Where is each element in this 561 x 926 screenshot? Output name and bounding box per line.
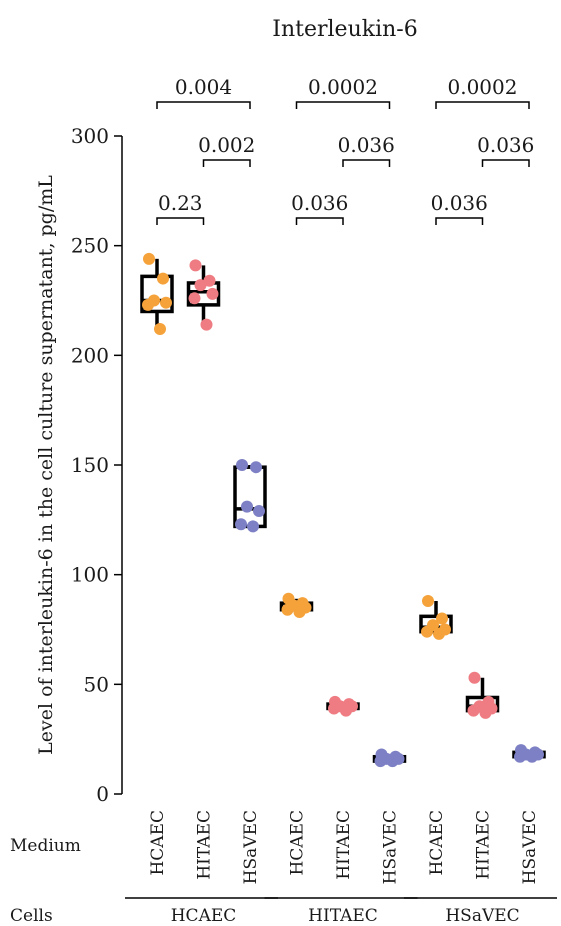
- y-tick-label-150: 150: [71, 453, 109, 477]
- point-1-4: [188, 292, 201, 305]
- cells-group-label-1: HITAEC: [308, 906, 378, 926]
- point-1-3: [206, 287, 219, 300]
- point-2-0: [236, 459, 248, 471]
- p-value-0: 0.004: [175, 75, 232, 99]
- medium-label-5: HSaVEC: [381, 810, 401, 884]
- point-2-1: [250, 461, 262, 474]
- point-7-5: [479, 706, 492, 719]
- chart-title: Interleukin-6: [272, 17, 417, 42]
- box-0: [140, 274, 174, 314]
- point-1-5: [200, 318, 213, 331]
- box-2: [233, 465, 267, 529]
- bracket-2: [156, 217, 205, 225]
- x-axis-labels: HCAEC HITAEC HSaVEC HCAEC HITAEC HSaVEC HCAEC H…: [148, 810, 540, 884]
- point-6-4: [421, 625, 433, 638]
- cells-row-label: Cells: [10, 906, 53, 926]
- medium-label-0: HCAEC: [148, 810, 168, 876]
- p-value-3: 0.0002: [308, 75, 378, 99]
- point-4-4: [328, 702, 340, 715]
- p-value-7: 0.036: [477, 133, 534, 157]
- bracket-6: [435, 101, 530, 109]
- point-8-5: [526, 750, 538, 763]
- medium-row-label: Medium: [10, 836, 81, 856]
- point-4-5: [340, 704, 352, 717]
- medium-label-1: HITAEC: [195, 810, 215, 880]
- p-value-4: 0.036: [338, 133, 395, 157]
- point-3-5: [293, 605, 306, 618]
- p-value-1: 0.002: [198, 133, 255, 157]
- point-3-4: [281, 603, 294, 616]
- point-2-2: [241, 500, 253, 513]
- point-2-5: [247, 520, 259, 533]
- point-7-0: [468, 671, 481, 684]
- bracket-1: [202, 159, 251, 167]
- boxes: [140, 258, 546, 763]
- y-axis-label: Level of interleukin-6 in the cell cultu…: [35, 175, 57, 755]
- point-2-4: [235, 518, 247, 531]
- bracket-7: [481, 159, 530, 167]
- point-0-0: [143, 252, 155, 265]
- point-6-0: [422, 594, 434, 607]
- point-6-5: [433, 627, 445, 640]
- bracket-5: [295, 217, 344, 225]
- point-8-4: [514, 750, 526, 763]
- medium-label-4: HITAEC: [334, 810, 354, 880]
- data-points: [142, 252, 544, 768]
- y-axis: 0 50 100 150 200 250 300: [71, 124, 123, 806]
- p-value-6: 0.0002: [448, 75, 518, 99]
- point-1-1: [203, 274, 216, 287]
- point-0-4: [142, 298, 154, 311]
- y-tick-label-300: 300: [71, 124, 109, 148]
- medium-label-2: HSaVEC: [241, 810, 261, 884]
- cells-group-label-2: HSaVEC: [445, 906, 519, 926]
- y-tick-label-50: 50: [84, 672, 109, 696]
- cells-group-label-0: HCAEC: [171, 906, 237, 926]
- point-0-3: [160, 296, 172, 309]
- p-value-8: 0.036: [431, 191, 488, 215]
- bracket-4: [342, 159, 391, 167]
- point-5-4: [374, 755, 387, 768]
- point-1-0: [189, 259, 202, 272]
- p-value-5: 0.036: [291, 191, 348, 215]
- bracket-3: [295, 101, 391, 109]
- y-tick-label-0: 0: [96, 782, 109, 806]
- cell-groups: HCAEC HITAEC HSaVEC: [125, 897, 557, 926]
- medium-label-6: HCAEC: [427, 810, 447, 876]
- y-tick-label-200: 200: [71, 343, 109, 367]
- point-1-2: [194, 279, 207, 292]
- bracket-8: [435, 217, 484, 225]
- point-0-1: [157, 272, 169, 285]
- medium-label-7: HITAEC: [474, 810, 494, 880]
- point-7-4: [467, 704, 480, 717]
- significance-brackets: 0.004 0.002 0.23 0.0002 0.036 0.036 0.0002 0.03…: [156, 75, 534, 225]
- point-6-1: [436, 612, 448, 625]
- y-tick-label-250: 250: [71, 234, 109, 258]
- medium-label-8: HSaVEC: [520, 810, 540, 884]
- y-tick-label-100: 100: [71, 563, 109, 587]
- point-0-5: [154, 323, 166, 336]
- bracket-0: [156, 101, 251, 109]
- point-5-5: [386, 755, 399, 768]
- p-value-2: 0.23: [158, 191, 203, 215]
- medium-label-3: HCAEC: [288, 810, 308, 876]
- point-2-3: [253, 505, 265, 518]
